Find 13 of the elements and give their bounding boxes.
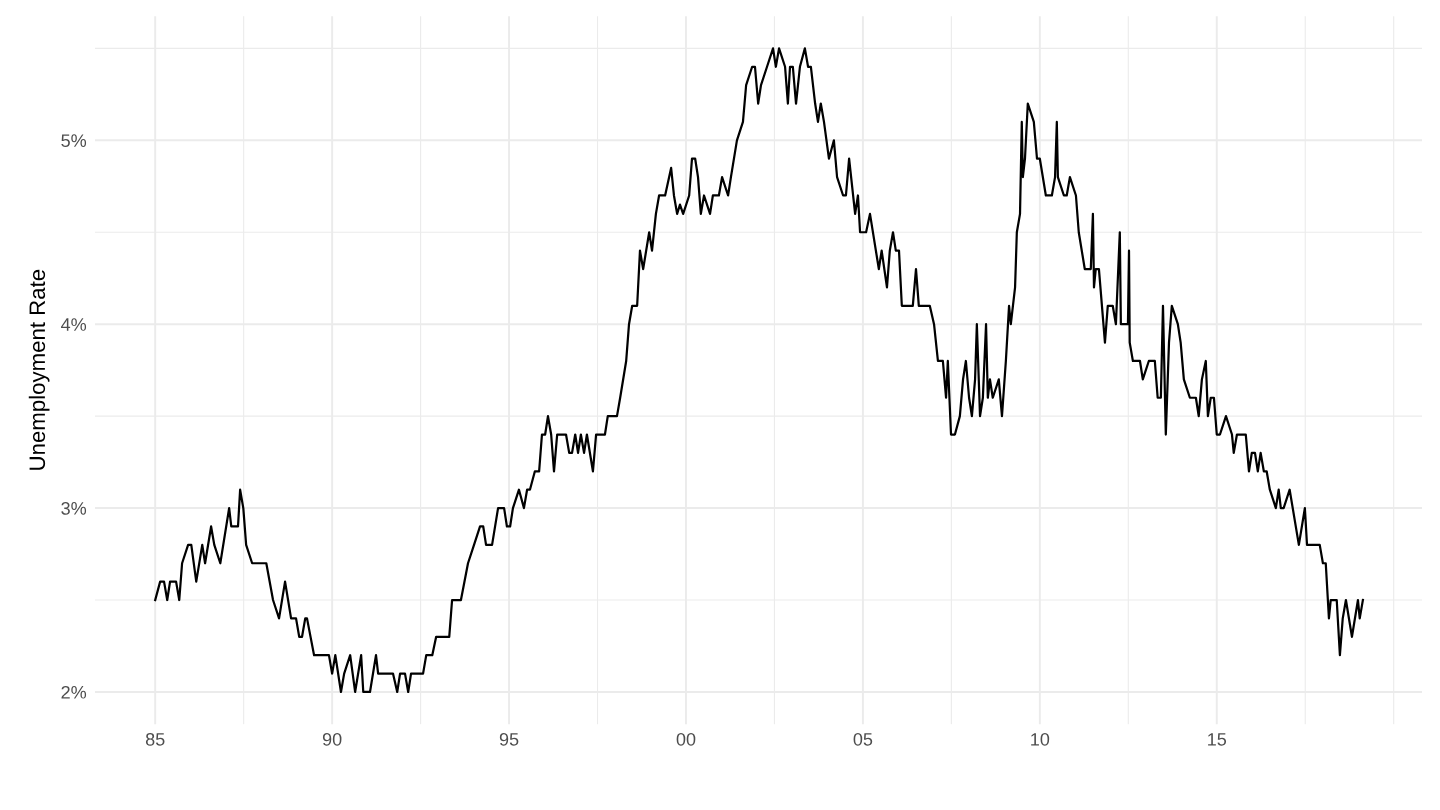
y-tick-label: 2% <box>61 685 87 699</box>
x-tick-label: 10 <box>1031 732 1050 746</box>
x-tick-label: 00 <box>676 732 696 746</box>
x-tick-label: 85 <box>145 732 165 746</box>
y-tick-label: 5% <box>61 134 87 148</box>
x-tick-label: 15 <box>1208 733 1227 746</box>
x-tick-label: 90 <box>322 732 342 746</box>
x-tick-label: 05 <box>853 732 873 746</box>
y-tick-label: 3% <box>61 502 87 515</box>
line-series <box>154 47 1365 694</box>
y-axis-title: Unemployment Rate <box>28 269 50 470</box>
y-tick-label: 4% <box>61 318 87 331</box>
x-tick-label: 95 <box>499 732 519 746</box>
